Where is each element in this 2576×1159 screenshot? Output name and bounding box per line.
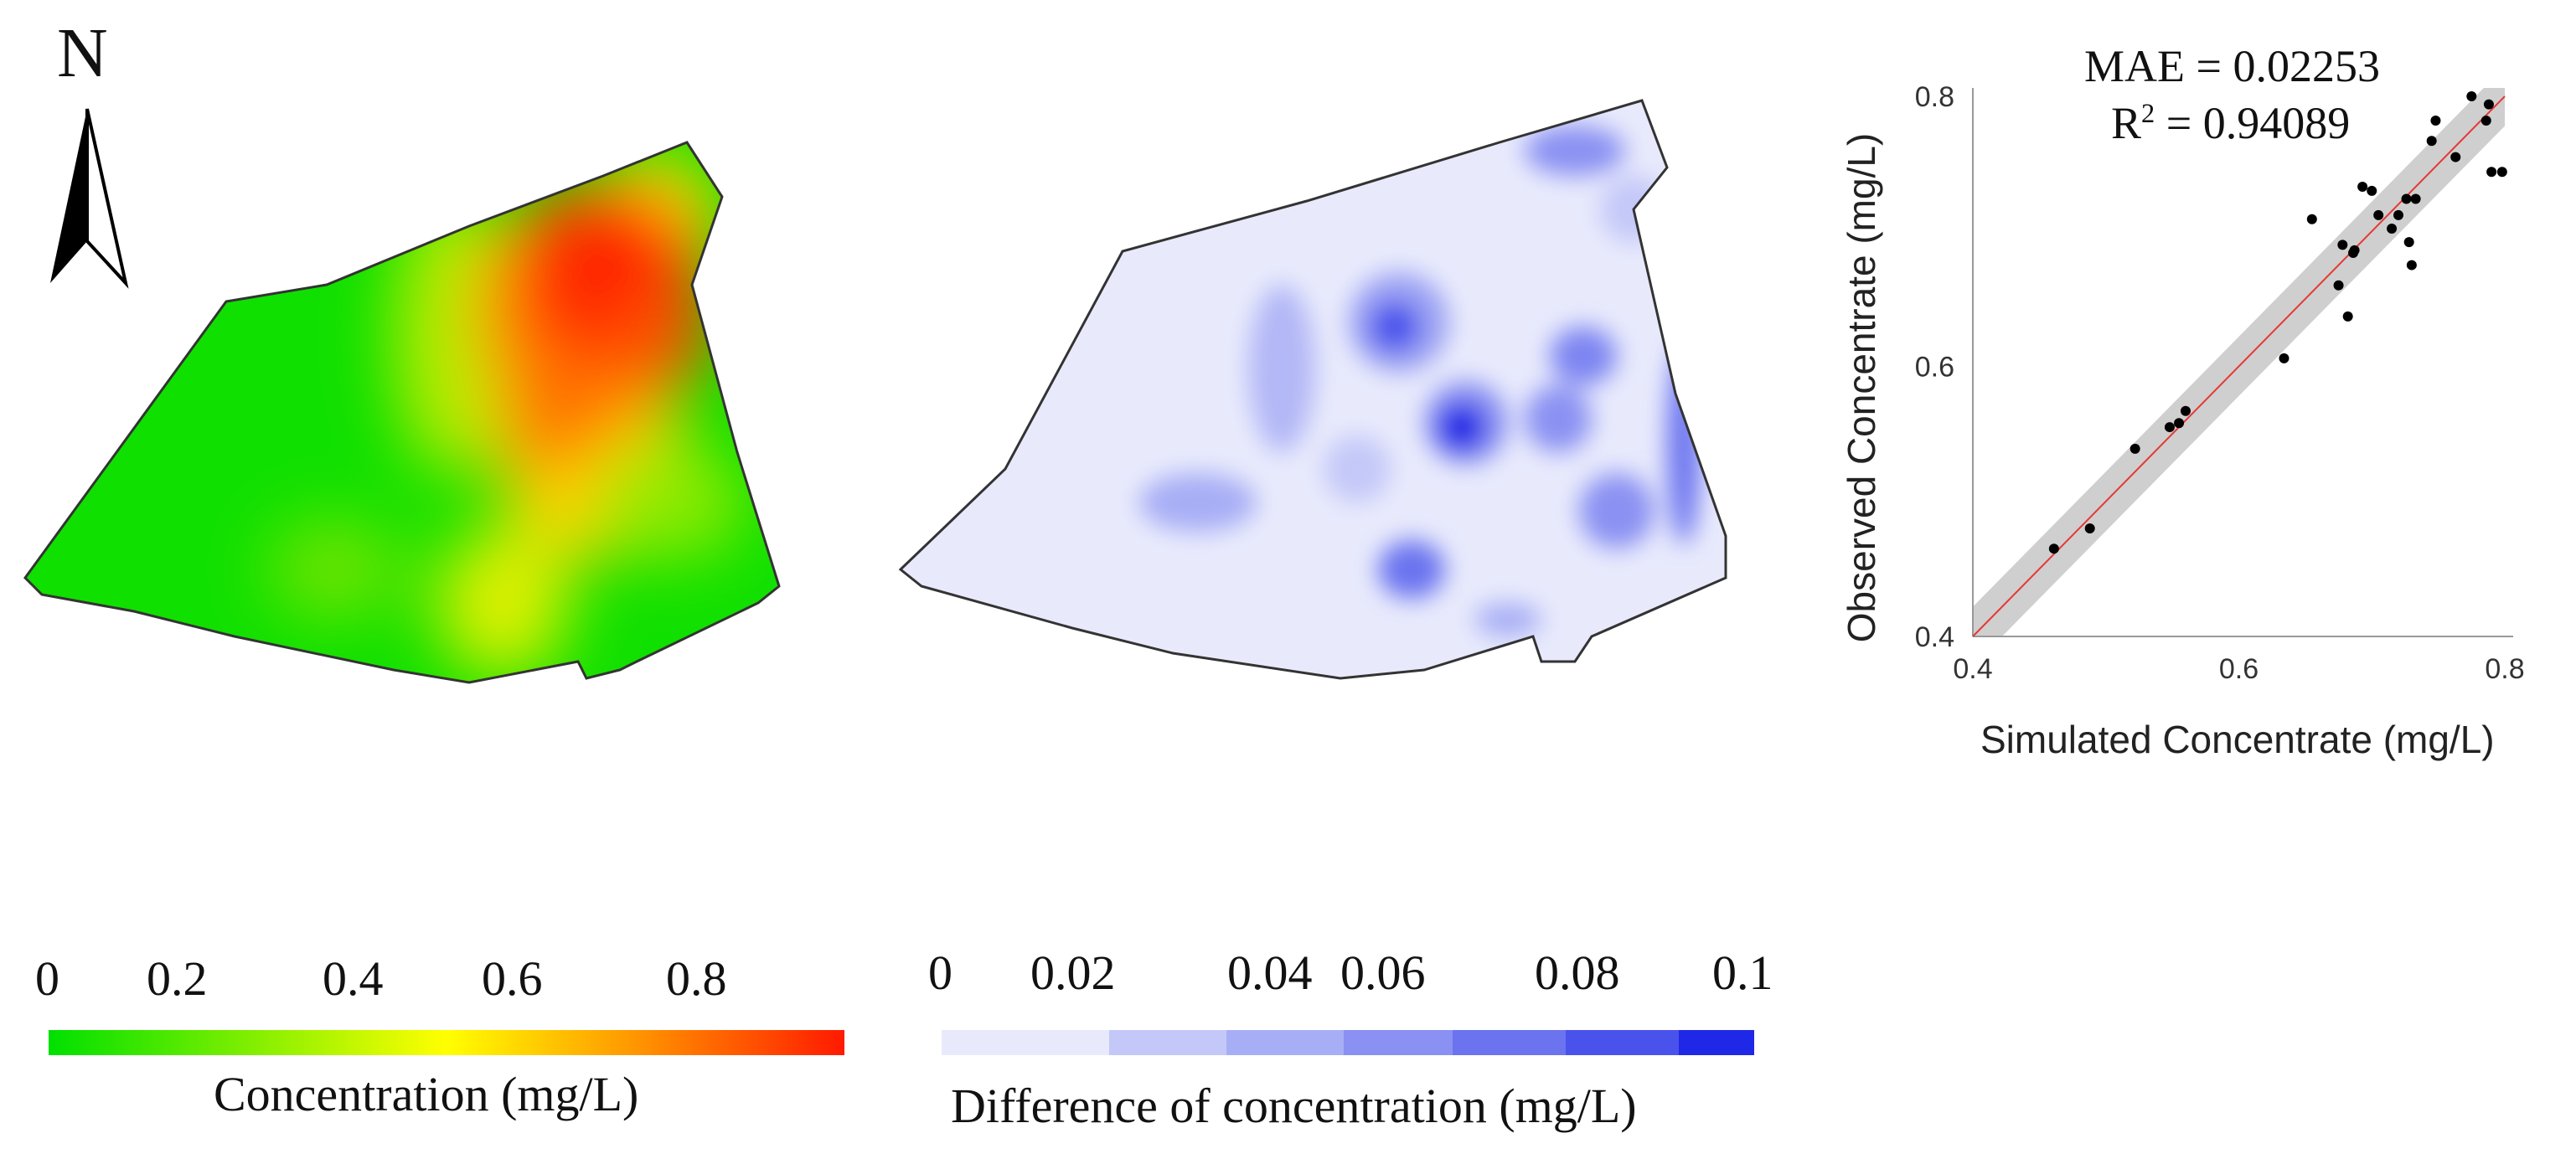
data-point [2406,260,2417,270]
concentration-legend-tick: 0.8 [666,951,727,1006]
data-point [2466,91,2477,101]
data-point [2483,99,2494,110]
data-point [2279,353,2289,363]
difference-color-bar [942,1030,1754,1055]
fit-line [1972,95,2506,637]
data-point [2426,136,2437,147]
r2-label: R [2111,98,2142,148]
mae-annotation: MAE = 0.02253 [2084,41,2380,91]
r2-superscript: 2 [2141,99,2155,129]
data-point [2403,237,2414,248]
data-point [2129,443,2140,454]
concentration-legend-tick: 0.2 [147,951,208,1006]
concentration-legend-tick: 0 [35,951,59,1006]
data-point [2486,167,2497,178]
x-tick-label: 0.8 [2485,653,2524,685]
y-tick-label: 0.4 [1915,621,1954,653]
concentration-map [23,141,781,684]
r2-annotation: R2 = 0.94089 [2111,100,2350,146]
difference-legend-title: Difference of concentration (mg/L) [951,1079,1637,1133]
north-label: N [57,14,108,92]
data-point [2181,405,2191,416]
concentration-color-bar [49,1030,844,1055]
difference-legend-tick: 0.1 [1712,945,1773,1000]
data-point [2048,543,2059,554]
difference-color-step [1109,1030,1226,1055]
difference-color-step [1566,1030,1679,1055]
r2-value: = 0.94089 [2155,98,2351,148]
difference-color-step [1344,1030,1453,1055]
data-point [2430,116,2441,126]
difference-legend-tick: 0.04 [1227,945,1313,1000]
data-point [2164,422,2175,433]
difference-legend-tick: 0.08 [1535,945,1620,1000]
data-point [2450,152,2461,162]
data-point [2387,224,2398,234]
concentration-legend-tick: 0.4 [323,951,384,1006]
x-tick-label: 0.4 [1953,653,1992,685]
x-tick-label: 0.6 [2219,653,2259,685]
data-point [2333,280,2344,291]
data-point [2393,209,2403,220]
data-point [2084,523,2095,533]
difference-map [898,99,1727,680]
difference-color-step [942,1030,1109,1055]
data-point [2410,193,2421,204]
data-point [2337,240,2348,250]
y-tick-label: 0.8 [1915,81,1954,113]
data-point [2480,116,2491,126]
difference-color-step [1226,1030,1344,1055]
concentration-legend-tick: 0.6 [482,951,543,1006]
data-point [2342,311,2353,322]
data-point [2357,182,2368,193]
data-point [2373,209,2384,220]
x-axis-label: Simulated Concentrate (mg/L) [1980,718,2495,761]
difference-legend-tick: 0.02 [1030,945,1116,1000]
data-point [2496,167,2507,178]
data-point [2174,418,2185,429]
data-point [2401,193,2412,204]
difference-color-step [1679,1030,1754,1055]
difference-legend-tick: 0 [928,945,952,1000]
confidence-band [1973,88,2505,636]
data-point [2349,245,2360,255]
north-arrow-icon [50,108,129,289]
difference-color-step [1453,1030,1566,1055]
data-point [2367,185,2377,196]
concentration-legend-title: Concentration (mg/L) [214,1067,639,1121]
data-point [2306,214,2317,224]
y-tick-label: 0.6 [1915,352,1954,384]
scatter-plot: 0.4 0.6 0.8 0.4 0.6 0.8 [1915,81,2525,685]
difference-legend-tick: 0.06 [1340,945,1426,1000]
y-axis-label: Observed Concentrate (mg/L) [1840,132,1883,643]
